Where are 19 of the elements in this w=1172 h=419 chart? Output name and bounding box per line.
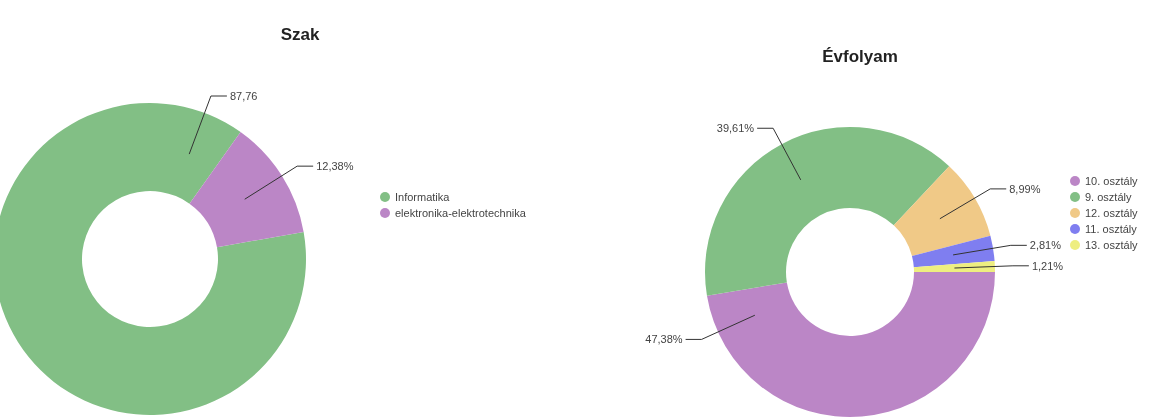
data-label: 1,21% <box>1031 259 1064 272</box>
donut-slice <box>911 235 995 268</box>
legend-label: 12. osztály <box>1085 206 1139 219</box>
chart-title: Évfolyam <box>822 47 898 66</box>
data-label: 12,38% <box>316 159 354 172</box>
legend-label: 11. osztály <box>1085 222 1138 235</box>
legend-label: Informatika <box>395 190 451 203</box>
legend-label: elektronika-elektrotechnika <box>395 206 527 219</box>
legend-label: 10. osztály <box>1085 174 1139 187</box>
data-label: 47,38% <box>645 333 683 346</box>
legend-label: 9. osztály <box>1085 190 1132 203</box>
legend-label: 13. osztály <box>1085 238 1139 251</box>
data-label: 8,99% <box>1009 182 1041 195</box>
donut-slice <box>893 166 991 257</box>
data-label: 2,81% <box>1029 239 1062 252</box>
donut-slice <box>706 272 995 417</box>
chart-title: Szak <box>280 25 320 44</box>
data-label: 87,76 <box>229 89 258 102</box>
data-label: 39,61% <box>716 122 755 135</box>
